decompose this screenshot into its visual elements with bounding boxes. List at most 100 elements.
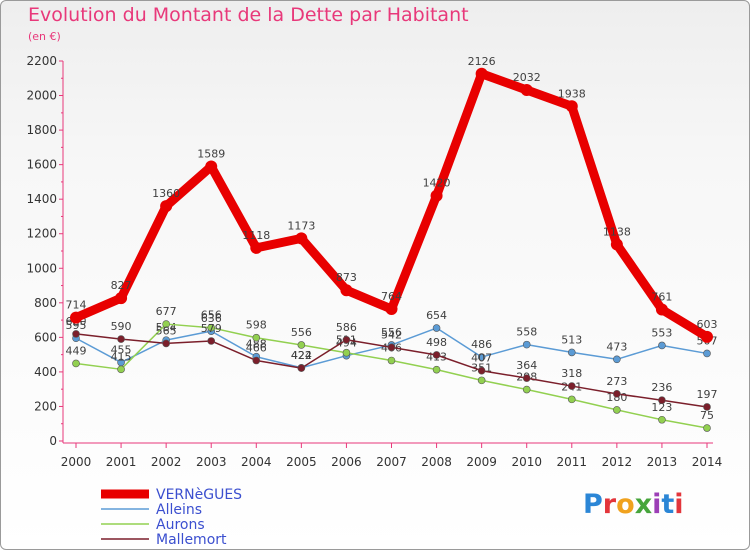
data-label: 407 [471,352,492,365]
data-point [477,376,486,385]
data-label: 656 [201,309,222,322]
data-point [658,415,666,424]
legend-label: Aurons [156,517,205,533]
data-point [117,365,125,374]
data-label: 498 [426,336,447,349]
x-tick-label: 2000 [61,455,92,469]
data-label: 2126 [468,55,496,68]
data-point [72,330,80,338]
data-label: 273 [606,375,627,388]
data-point [385,303,398,316]
data-point [610,238,623,251]
data-label: 586 [336,321,357,334]
data-point [567,348,576,357]
x-tick-label: 2004 [241,455,272,469]
data-point [250,241,263,254]
x-tick-label: 2001 [106,455,137,469]
data-label: 455 [111,343,132,356]
data-point [162,320,170,328]
x-tick-label: 2008 [421,455,452,469]
data-point [658,396,666,405]
data-label: 556 [381,326,402,339]
chart-unit: (en €) [28,30,61,43]
data-point [70,311,82,324]
data-label: 553 [651,326,672,339]
legend-label: Alleins [156,502,202,518]
data-label: 565 [156,324,177,337]
data-label: 123 [651,401,672,414]
y-tick-label: 400 [34,365,57,379]
data-point [520,84,533,97]
logo-letter: i [674,489,684,520]
data-point [432,351,441,359]
data-point [432,365,441,374]
data-point [613,355,621,364]
data-point [342,335,351,344]
data-point [252,356,261,365]
y-tick-label: 200 [34,399,57,413]
y-tick-label: 600 [34,330,57,344]
y-tick-label: 2200 [26,54,57,68]
data-point [703,349,711,358]
data-point [432,324,441,332]
logo-letter: P [583,489,603,520]
data-point [477,353,486,361]
data-point [567,395,576,404]
data-label: 513 [561,333,582,346]
data-label: 654 [426,309,447,322]
data-label: 1589 [197,148,225,161]
data-label: 197 [697,388,718,401]
x-tick-label: 2012 [602,455,633,469]
data-label: 1420 [423,177,451,190]
data-label: 486 [471,338,492,351]
data-point [340,284,353,297]
data-label: 603 [697,318,718,331]
data-point [567,382,576,390]
data-point [160,200,173,213]
x-tick-label: 2014 [692,455,723,469]
data-label: 2032 [513,71,541,84]
data-label: 827 [111,279,132,292]
data-label: 598 [246,319,267,332]
legend-label: VERNèGUES [156,487,242,503]
data-label: 595 [66,319,87,332]
data-label: 764 [381,290,402,303]
data-point [205,160,218,173]
y-tick-label: 1000 [26,261,57,275]
data-point [522,374,531,382]
data-point [613,406,621,414]
data-label: 318 [561,367,582,380]
x-tick-label: 2007 [376,455,407,469]
data-point [297,364,306,372]
x-tick-label: 2013 [647,455,678,469]
data-point [655,303,668,316]
data-point [658,341,666,350]
data-point [703,424,711,432]
data-label: 1118 [242,229,270,242]
legend-label: Mallemort [156,532,227,548]
data-point [252,333,261,342]
data-label: 466 [246,342,267,355]
data-label: 75 [700,409,714,422]
y-tick-label: 1200 [26,227,57,241]
data-label: 1138 [603,225,631,238]
data-label: 761 [651,291,672,304]
y-tick-label: 800 [34,296,57,310]
data-point [207,337,216,345]
x-tick-label: 2010 [511,455,542,469]
data-point [115,292,128,305]
data-label: 1360 [152,187,180,200]
data-label: 558 [516,326,537,339]
data-point [703,403,711,411]
data-point [475,67,488,80]
data-label: 873 [336,271,357,284]
data-point [701,330,713,343]
chart-title: Evolution du Montant de la Dette par Hab… [28,4,469,26]
data-label: 1938 [558,87,586,100]
data-label: 636 [201,312,222,325]
data-point [207,323,216,332]
data-label: 714 [66,299,87,312]
y-tick-label: 0 [49,434,57,448]
